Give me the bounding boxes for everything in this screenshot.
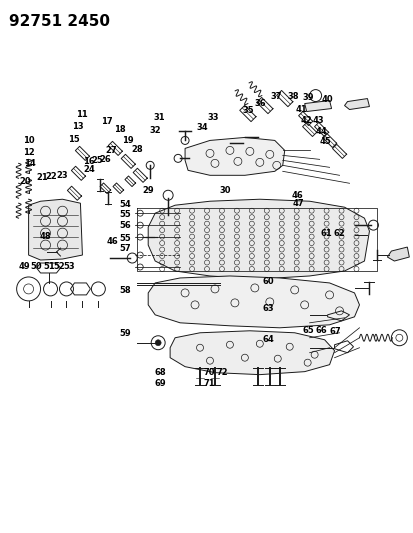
Text: 53: 53 (63, 262, 74, 271)
Text: 13: 13 (72, 122, 84, 131)
Text: 22: 22 (45, 172, 57, 181)
Text: 34: 34 (196, 123, 207, 132)
Text: 26: 26 (99, 155, 111, 164)
Text: 10: 10 (23, 135, 34, 144)
Text: 69: 69 (154, 379, 166, 388)
Text: 46: 46 (290, 191, 302, 200)
Polygon shape (304, 101, 331, 111)
Text: 31: 31 (153, 113, 165, 122)
Text: 21: 21 (36, 173, 48, 182)
Text: 46: 46 (106, 237, 118, 246)
Text: 16: 16 (83, 157, 95, 166)
Text: 35: 35 (242, 106, 254, 115)
Text: 24: 24 (83, 165, 95, 174)
Text: 55: 55 (119, 234, 131, 243)
Text: 92751 2450: 92751 2450 (9, 14, 109, 29)
Text: 68: 68 (154, 368, 166, 377)
Text: 23: 23 (56, 171, 67, 180)
Text: 12: 12 (23, 148, 35, 157)
Text: 70: 70 (203, 368, 214, 377)
Text: 72: 72 (216, 368, 228, 377)
Text: 54: 54 (119, 200, 131, 209)
Text: 51: 51 (43, 262, 55, 271)
Text: 43: 43 (312, 116, 323, 125)
Text: 40: 40 (321, 95, 332, 103)
Text: 15: 15 (68, 134, 80, 143)
Text: 42: 42 (300, 116, 312, 125)
Text: 66: 66 (315, 326, 327, 335)
Text: 60: 60 (261, 277, 273, 286)
Text: 30: 30 (219, 186, 231, 195)
Text: 45: 45 (319, 137, 331, 146)
Text: 62: 62 (332, 229, 344, 238)
Polygon shape (387, 247, 408, 261)
Text: 49: 49 (19, 262, 31, 271)
Text: 36: 36 (254, 99, 266, 108)
Polygon shape (344, 99, 368, 109)
Text: 56: 56 (119, 221, 131, 230)
Text: 17: 17 (101, 117, 113, 126)
Text: 65: 65 (301, 326, 313, 335)
Text: 67: 67 (329, 327, 341, 336)
Text: 52: 52 (54, 262, 65, 271)
Text: 14: 14 (24, 159, 36, 168)
Polygon shape (185, 138, 284, 175)
Text: 28: 28 (131, 145, 142, 154)
Text: 50: 50 (30, 262, 41, 271)
Text: 63: 63 (261, 304, 273, 313)
Text: 71: 71 (203, 379, 214, 388)
Text: 38: 38 (286, 92, 298, 101)
Text: 32: 32 (149, 126, 161, 135)
Text: 33: 33 (207, 112, 218, 122)
Polygon shape (148, 276, 358, 328)
Text: 59: 59 (119, 329, 131, 338)
Polygon shape (170, 331, 334, 375)
Polygon shape (148, 199, 368, 279)
Text: 55: 55 (119, 210, 131, 219)
Text: 27: 27 (105, 146, 117, 155)
Text: 19: 19 (122, 136, 133, 145)
Text: 61: 61 (320, 229, 332, 238)
Text: 57: 57 (119, 245, 131, 254)
Text: 18: 18 (114, 125, 125, 134)
Text: 11: 11 (76, 110, 88, 119)
Text: 58: 58 (119, 286, 131, 295)
Text: 64: 64 (261, 335, 273, 344)
Text: 41: 41 (294, 105, 306, 114)
Text: 25: 25 (92, 156, 103, 165)
Text: 44: 44 (315, 126, 327, 135)
Text: 39: 39 (301, 93, 313, 102)
Text: 29: 29 (142, 186, 154, 195)
Polygon shape (28, 199, 82, 260)
Text: 37: 37 (270, 92, 281, 101)
Text: 48: 48 (39, 232, 51, 241)
Text: 20: 20 (19, 177, 31, 186)
Circle shape (155, 340, 161, 346)
Text: 47: 47 (292, 199, 304, 208)
